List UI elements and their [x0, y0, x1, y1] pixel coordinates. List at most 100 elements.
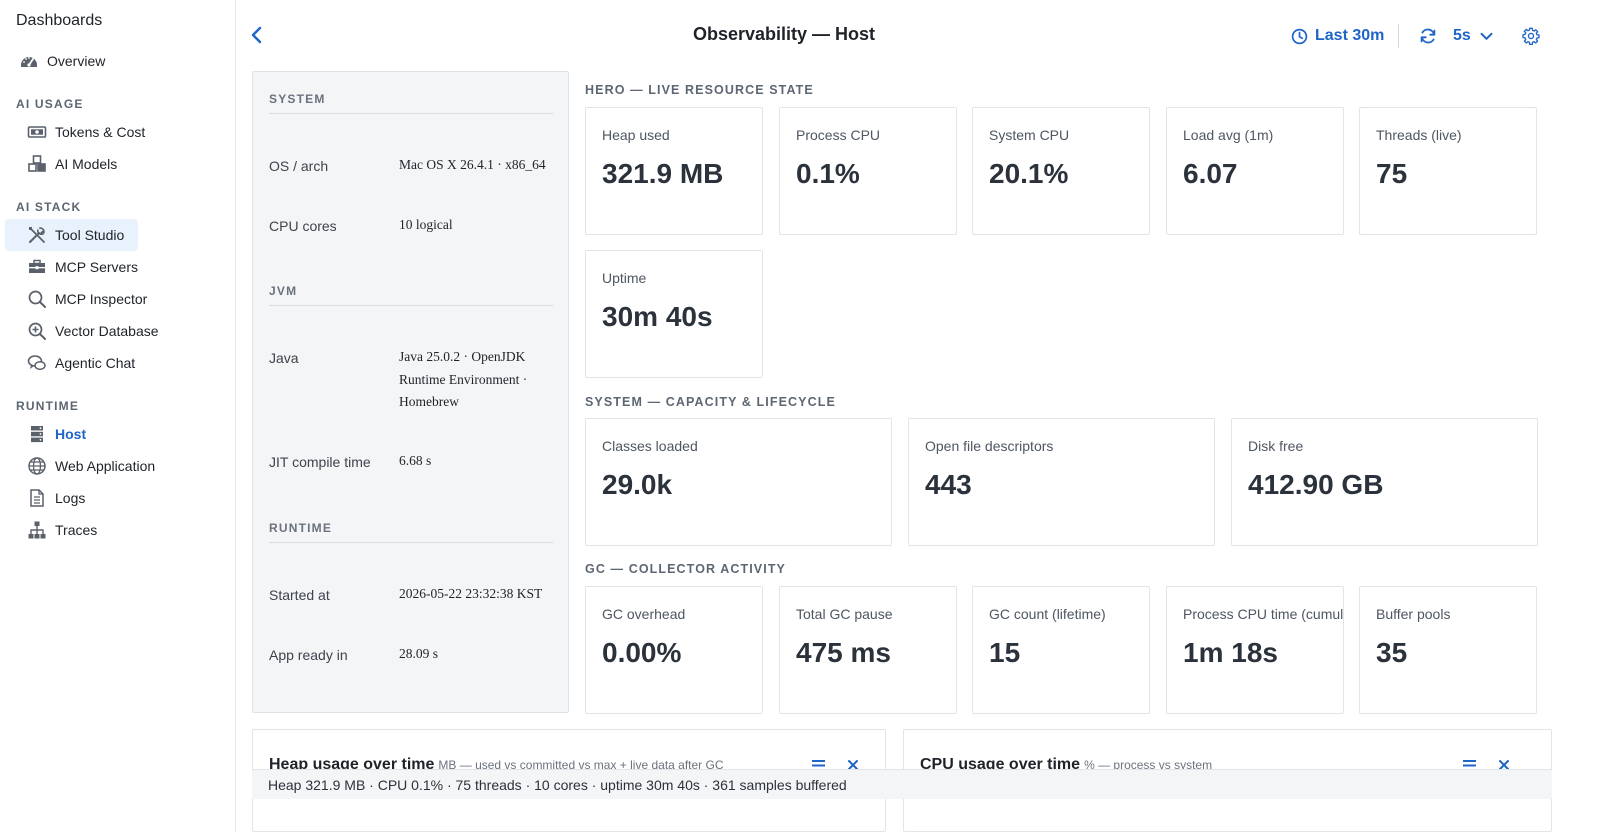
- sidebar-item-label: Host: [55, 426, 87, 442]
- back-button[interactable]: [246, 24, 268, 46]
- info-label: Started at: [269, 587, 330, 603]
- sidebar-item-web-application[interactable]: Web Application: [5, 450, 169, 482]
- sidebar: Dashboards Overview AI USAGE Tokens & Co…: [0, 0, 236, 832]
- info-section-jvm: JVM: [269, 284, 553, 306]
- metric-value: 30m 40s: [602, 301, 713, 332]
- metric-value: 321.9 MB: [602, 158, 724, 189]
- sidebar-item-label: Vector Database: [55, 323, 159, 339]
- chart-title: CPU usage over time% — process vs system: [920, 756, 1212, 774]
- toolbox-icon: [27, 257, 47, 277]
- chart-title-text: Heap usage over time: [269, 756, 435, 773]
- info-label: CPU cores: [269, 218, 337, 234]
- metric-card-gc-count: GC count (lifetime) 15: [972, 586, 1150, 714]
- metric-card-buffer-pools: Buffer pools 35: [1359, 586, 1537, 714]
- info-label: Java: [269, 350, 299, 366]
- sidebar-item-label: Traces: [55, 522, 98, 538]
- page-title: Observability — Host: [693, 24, 876, 44]
- metric-label: Heap used: [602, 127, 670, 143]
- metric-value: 0.00%: [602, 637, 682, 668]
- info-value-app-ready: 28.09 s: [399, 646, 439, 661]
- metric-value: 1m 18s: [1183, 637, 1278, 668]
- sidebar-item-tool-studio[interactable]: Tool Studio: [5, 219, 139, 251]
- status-bar-text: Heap 321.9 MB · CPU 0.1% · 75 threads · …: [268, 776, 847, 793]
- chart-close-button[interactable]: [1495, 756, 1513, 774]
- sidebar-title: Dashboards: [16, 12, 103, 29]
- close-icon: [1499, 760, 1509, 770]
- sidebar-item-label: Tokens & Cost: [55, 124, 146, 140]
- info-value-started-at: 2026-05-22 23:32:38 KST: [399, 586, 543, 601]
- metric-label: Process CPU: [796, 127, 881, 143]
- metric-label: Uptime: [602, 270, 647, 286]
- sidebar-item-mcp-servers[interactable]: MCP Servers: [5, 251, 152, 283]
- sidebar-item-traces[interactable]: Traces: [5, 514, 111, 546]
- metric-value: 412.90 GB: [1248, 469, 1384, 500]
- group-title-gc: GC — COLLECTOR ACTIVITY: [585, 562, 786, 576]
- chat-icon: [27, 353, 47, 373]
- gear-icon: [1522, 27, 1540, 45]
- metric-card-disk-free: Disk free 412.90 GB: [1231, 418, 1538, 546]
- metric-label: Open file descriptors: [925, 438, 1054, 454]
- chart-subtitle: % — process vs system: [1084, 758, 1213, 772]
- metric-label: Classes loaded: [602, 438, 698, 454]
- info-label: App ready in: [269, 647, 348, 663]
- page-header: Observability — Host Last 30m 5s: [236, 0, 1600, 70]
- metric-label: Load avg (1m): [1183, 127, 1274, 143]
- sidebar-item-ai-models[interactable]: AI Models: [5, 148, 131, 180]
- metric-value: 443: [925, 469, 972, 500]
- status-bar: Heap 321.9 MB · CPU 0.1% · 75 threads · …: [252, 769, 1552, 799]
- metric-value: 15: [989, 637, 1021, 668]
- sidebar-item-host[interactable]: Host: [5, 418, 100, 450]
- search-icon: [27, 289, 47, 309]
- metric-card-process-cpu: Process CPU 0.1%: [779, 107, 957, 235]
- zoom-in-icon: [27, 321, 47, 341]
- info-section-runtime: RUNTIME: [269, 521, 553, 543]
- chevron-left-icon: [251, 26, 262, 44]
- sidebar-item-agentic-chat[interactable]: Agentic Chat: [5, 347, 149, 379]
- refresh-button[interactable]: [1417, 25, 1439, 47]
- chart-title-text: CPU usage over time: [920, 756, 1081, 773]
- group-title-hero: HERO — LIVE RESOURCE STATE: [585, 83, 814, 97]
- banknote-icon: [27, 122, 47, 142]
- metric-card-gc-overhead: GC overhead 0.00%: [585, 586, 763, 714]
- metric-label: Process CPU time (cumulative): [1183, 606, 1344, 622]
- sidebar-item-logs[interactable]: Logs: [5, 482, 99, 514]
- metric-label: Disk free: [1248, 438, 1304, 454]
- info-label: OS / arch: [269, 158, 329, 174]
- cubes-icon: [27, 154, 47, 174]
- chart-subtitle: MB — used vs committed vs max + live dat…: [438, 758, 724, 772]
- chevron-down-icon: [1480, 32, 1493, 40]
- metric-label: Buffer pools: [1376, 606, 1451, 622]
- hierarchy-icon: [27, 520, 47, 540]
- host-info-panel: SYSTEM OS / arch Mac OS X 26.4.1 · x86_6…: [252, 71, 569, 713]
- server-icon: [27, 424, 47, 444]
- sidebar-item-mcp-inspector[interactable]: MCP Inspector: [5, 283, 161, 315]
- sidebar-item-vector-database[interactable]: Vector Database: [5, 315, 173, 347]
- metric-label: GC overhead: [602, 606, 686, 622]
- info-value-java: Java 25.0.2 · OpenJDK Runtime Environmen…: [399, 349, 528, 409]
- sidebar-item-label: Overview: [47, 53, 106, 69]
- gauge-icon: [19, 51, 39, 71]
- metric-value: 29.0k: [602, 469, 673, 500]
- metric-value: 20.1%: [989, 158, 1069, 189]
- time-range-label: Last 30m: [1315, 27, 1385, 44]
- time-range-button[interactable]: Last 30m: [1291, 24, 1384, 48]
- tools-icon: [27, 225, 47, 245]
- settings-button[interactable]: [1520, 25, 1542, 47]
- refresh-interval-select[interactable]: 5s: [1453, 24, 1493, 48]
- clock-icon: [1291, 28, 1308, 44]
- sidebar-item-overview[interactable]: Overview: [5, 45, 119, 77]
- metric-value: 0.1%: [796, 158, 860, 189]
- refresh-icon: [1420, 28, 1436, 44]
- chart-close-button[interactable]: [844, 756, 862, 774]
- metric-value: 6.07: [1183, 158, 1238, 189]
- metric-card-total-gc-pause: Total GC pause 475 ms: [779, 586, 957, 714]
- metric-card-threads: Threads (live) 75: [1359, 107, 1537, 235]
- group-title-capacity: SYSTEM — CAPACITY & LIFECYCLE: [585, 395, 836, 409]
- metric-card-classes-loaded: Classes loaded 29.0k: [585, 418, 892, 546]
- metric-card-system-cpu: System CPU 20.1%: [972, 107, 1150, 235]
- sidebar-item-tokens-cost[interactable]: Tokens & Cost: [5, 116, 159, 148]
- sidebar-item-label: Tool Studio: [55, 227, 125, 243]
- sidebar-item-label: MCP Inspector: [55, 291, 148, 307]
- info-section-system: SYSTEM: [269, 92, 553, 114]
- metric-label: Threads (live): [1376, 127, 1462, 143]
